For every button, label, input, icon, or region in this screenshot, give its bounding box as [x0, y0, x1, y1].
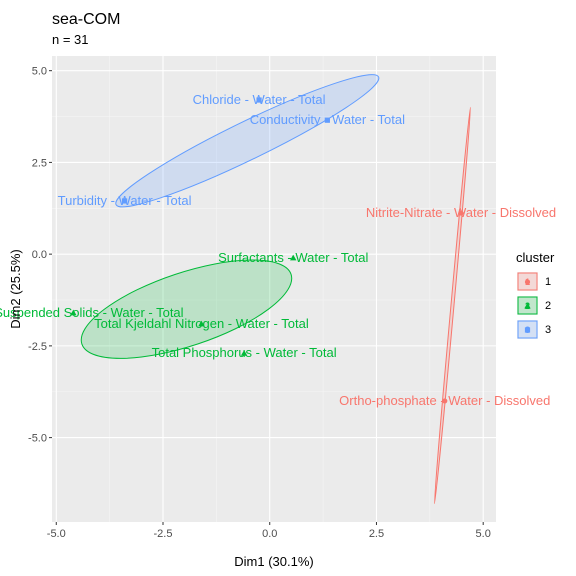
legend-item-2: 22 — [517, 296, 551, 315]
x-tick-label: 0.0 — [262, 528, 277, 540]
cluster-1-point — [442, 398, 448, 404]
x-axis-label: Dim1 (30.1%) — [234, 554, 313, 569]
data-points — [70, 97, 464, 404]
chart-title: sea-COM — [52, 11, 120, 28]
x-tick-label: 5.0 — [476, 528, 491, 540]
point-label: Conductivity - Water - Total — [250, 112, 405, 127]
legend-label: 1 — [545, 276, 551, 288]
gridlines — [52, 56, 496, 522]
y-tick-label: 5.0 — [32, 66, 47, 78]
x-tick-label: -5.0 — [47, 528, 66, 540]
point-label: Ortho-phosphate - Water - Dissolved — [339, 393, 550, 408]
point-label: Nitrite-Nitrate - Water - Dissolved — [366, 205, 556, 220]
y-axis-ticks: -5.0 -2.5 0.0 2.5 5.0 — [28, 66, 52, 445]
legend-title: cluster — [516, 250, 555, 265]
point-label: Total Kjeldahl Nitrogen - Water - Total — [94, 316, 309, 331]
plot-panel — [52, 56, 496, 522]
cluster-2-point — [70, 309, 77, 316]
y-tick-label: -2.5 — [28, 341, 47, 353]
cluster-3-point — [324, 117, 330, 123]
point-label: Turbidity - Water - Total — [58, 193, 192, 208]
y-tick-label: -5.0 — [28, 433, 47, 445]
cluster-1-ellipse — [433, 106, 471, 505]
x-tick-label: 2.5 — [369, 528, 384, 540]
y-axis-label: Dim2 (25.5%) — [8, 249, 23, 328]
cluster-2-point — [290, 254, 297, 261]
cluster-ellipses — [80, 74, 471, 505]
legend-label: 2 — [545, 300, 551, 312]
point-labels: Nitrite-Nitrate - Water - Dissolved Ortho… — [0, 92, 556, 408]
cluster-3-point — [121, 198, 128, 204]
cluster-2-point — [240, 350, 248, 356]
cluster-2-ellipse — [80, 259, 293, 359]
point-label: Surfactants - Water - Total — [218, 250, 368, 265]
legend-item-3: 33 — [517, 320, 551, 339]
cluster-1-point — [458, 210, 464, 216]
x-tick-label: -2.5 — [154, 528, 173, 540]
legend-marker — [524, 327, 531, 333]
cluster-2-point — [198, 320, 205, 327]
legend-marker — [524, 279, 531, 285]
point-label: Total Suspended Solids - Water - Total — [0, 305, 184, 320]
legend: cluster 11 22 33 — [516, 250, 555, 339]
point-label: Total Phosphorus - Water - Total — [152, 345, 337, 360]
y-tick-label: 2.5 — [32, 157, 47, 169]
legend-label: 3 — [545, 324, 551, 336]
point-label: Chloride - Water - Total — [193, 92, 326, 107]
cluster-3-point — [256, 97, 262, 103]
y-tick-label: 0.0 — [32, 249, 47, 261]
chart-subtitle: n = 31 — [52, 32, 89, 47]
cluster-3-ellipse — [115, 74, 380, 208]
legend-marker — [524, 302, 531, 309]
x-axis-ticks: -5.0 -2.5 0.0 2.5 5.0 — [47, 522, 491, 540]
legend-item-1: 11 — [517, 272, 551, 291]
